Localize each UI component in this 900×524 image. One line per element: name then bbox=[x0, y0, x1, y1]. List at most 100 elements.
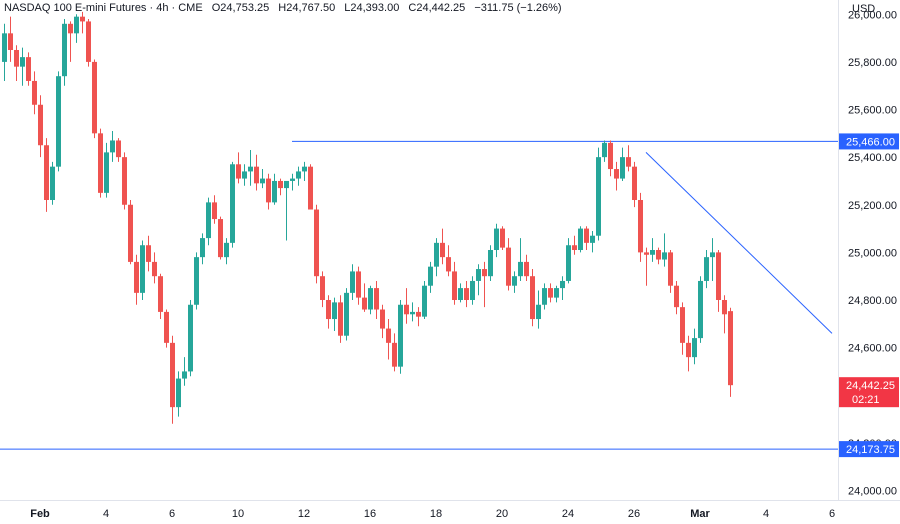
candle[interactable] bbox=[158, 273, 163, 320]
candle[interactable] bbox=[170, 335, 175, 424]
candle[interactable] bbox=[236, 152, 241, 184]
candle[interactable] bbox=[230, 161, 235, 248]
candle[interactable] bbox=[578, 226, 583, 253]
candle[interactable] bbox=[140, 240, 145, 300]
candle[interactable] bbox=[566, 238, 571, 284]
candle[interactable] bbox=[434, 238, 439, 277]
candle[interactable] bbox=[8, 16, 13, 62]
candle[interactable] bbox=[248, 150, 253, 186]
candle[interactable] bbox=[620, 147, 625, 181]
candle[interactable] bbox=[296, 166, 301, 186]
candle[interactable] bbox=[416, 307, 421, 327]
candle[interactable] bbox=[284, 180, 289, 241]
candle[interactable] bbox=[548, 283, 553, 303]
candle[interactable] bbox=[338, 295, 343, 343]
candle[interactable] bbox=[512, 271, 517, 293]
candle[interactable] bbox=[26, 52, 31, 86]
candle[interactable] bbox=[626, 145, 631, 172]
candle[interactable] bbox=[458, 283, 463, 303]
candle[interactable] bbox=[374, 280, 379, 320]
candle[interactable] bbox=[32, 71, 37, 115]
candle[interactable] bbox=[14, 45, 19, 81]
candle[interactable] bbox=[608, 140, 613, 177]
candle[interactable] bbox=[668, 250, 673, 293]
candle[interactable] bbox=[2, 23, 7, 81]
candle[interactable] bbox=[308, 164, 313, 210]
candle[interactable] bbox=[134, 254, 139, 305]
candle[interactable] bbox=[272, 173, 277, 205]
candle[interactable] bbox=[86, 19, 91, 67]
candle[interactable] bbox=[218, 216, 223, 260]
candle[interactable] bbox=[686, 335, 691, 372]
candle[interactable] bbox=[638, 192, 643, 262]
candle[interactable] bbox=[650, 238, 655, 262]
candle[interactable] bbox=[440, 228, 445, 265]
candle[interactable] bbox=[164, 309, 169, 348]
candle[interactable] bbox=[146, 235, 151, 272]
candle[interactable] bbox=[464, 280, 469, 308]
candle[interactable] bbox=[254, 154, 259, 191]
candle[interactable] bbox=[314, 204, 319, 284]
trendline[interactable] bbox=[645, 152, 833, 334]
candle[interactable] bbox=[560, 276, 565, 300]
candle[interactable] bbox=[392, 333, 397, 372]
candle[interactable] bbox=[542, 283, 547, 310]
candle[interactable] bbox=[278, 178, 283, 196]
candle[interactable] bbox=[656, 247, 661, 265]
candle[interactable] bbox=[380, 304, 385, 339]
candle[interactable] bbox=[488, 245, 493, 281]
candle[interactable] bbox=[386, 319, 391, 360]
candle[interactable] bbox=[590, 230, 595, 253]
candle[interactable] bbox=[422, 280, 427, 320]
candle[interactable] bbox=[344, 288, 349, 341]
candle[interactable] bbox=[110, 130, 115, 162]
candle[interactable] bbox=[602, 140, 607, 162]
candle[interactable] bbox=[644, 247, 649, 286]
candle[interactable] bbox=[98, 128, 103, 198]
candle[interactable] bbox=[92, 59, 97, 139]
candle[interactable] bbox=[524, 254, 529, 281]
candle[interactable] bbox=[476, 264, 481, 296]
candle[interactable] bbox=[44, 138, 49, 212]
candle[interactable] bbox=[404, 288, 409, 324]
candle[interactable] bbox=[554, 285, 559, 303]
candle[interactable] bbox=[128, 200, 133, 265]
candle[interactable] bbox=[674, 280, 679, 315]
candle[interactable] bbox=[20, 47, 25, 86]
candle[interactable] bbox=[506, 238, 511, 291]
currency-label[interactable]: USD bbox=[852, 3, 875, 15]
candle[interactable] bbox=[398, 300, 403, 374]
candle[interactable] bbox=[116, 138, 121, 162]
candle[interactable] bbox=[176, 371, 181, 417]
candle[interactable] bbox=[368, 285, 373, 315]
candle[interactable] bbox=[500, 226, 505, 250]
candle[interactable] bbox=[482, 261, 487, 308]
candle[interactable] bbox=[410, 302, 415, 322]
candle[interactable] bbox=[80, 11, 85, 34]
candle[interactable] bbox=[572, 235, 577, 255]
candle[interactable] bbox=[182, 357, 187, 386]
candle[interactable] bbox=[260, 169, 265, 189]
candle[interactable] bbox=[698, 276, 703, 343]
candle[interactable] bbox=[530, 269, 535, 327]
candle[interactable] bbox=[104, 142, 109, 198]
candle[interactable] bbox=[446, 245, 451, 277]
candle[interactable] bbox=[242, 164, 247, 186]
candle[interactable] bbox=[710, 238, 715, 281]
candle[interactable] bbox=[224, 238, 229, 265]
candle[interactable] bbox=[320, 271, 325, 308]
candle[interactable] bbox=[632, 161, 637, 208]
candle[interactable] bbox=[614, 161, 619, 191]
candle[interactable] bbox=[470, 276, 475, 305]
candle[interactable] bbox=[200, 233, 205, 265]
candle[interactable] bbox=[494, 223, 499, 258]
candle[interactable] bbox=[56, 71, 61, 172]
candle[interactable] bbox=[332, 297, 337, 331]
candle[interactable] bbox=[680, 302, 685, 355]
candle[interactable] bbox=[692, 328, 697, 365]
candle[interactable] bbox=[302, 161, 307, 181]
candle[interactable] bbox=[350, 264, 355, 300]
candle[interactable] bbox=[536, 290, 541, 329]
candle[interactable] bbox=[188, 300, 193, 377]
